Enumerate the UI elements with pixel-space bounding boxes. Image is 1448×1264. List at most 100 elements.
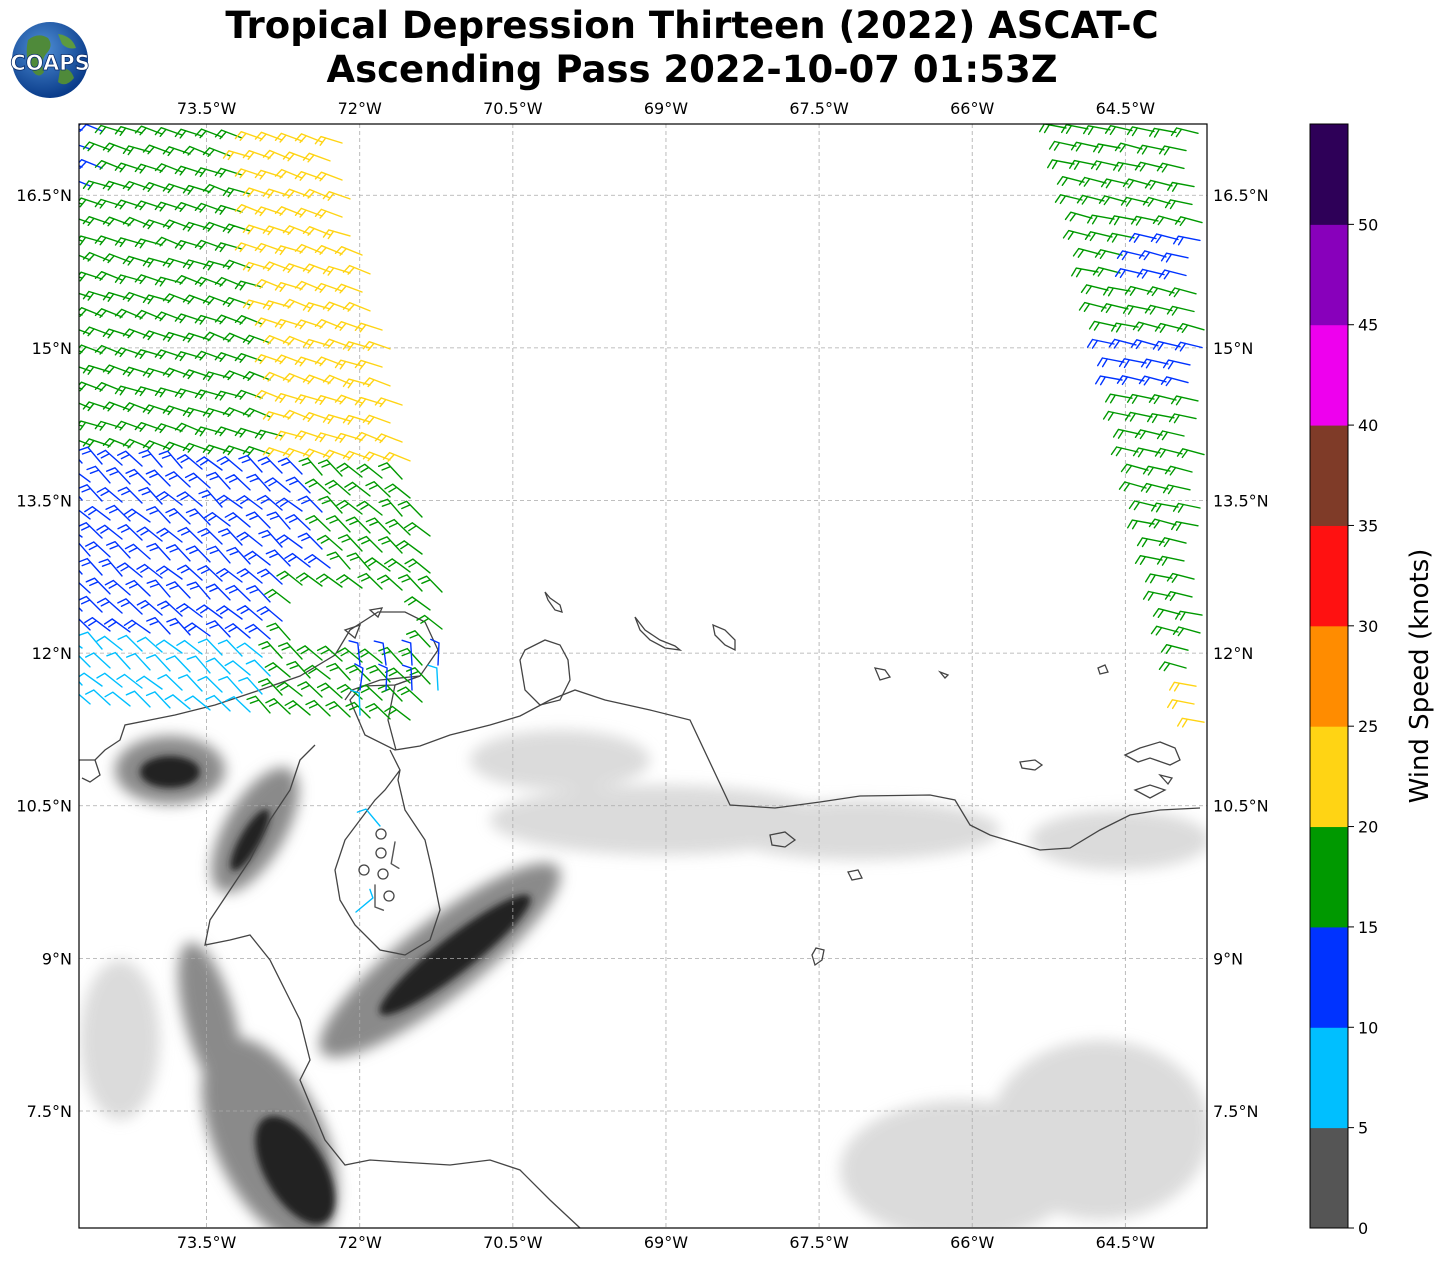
wind-barb-640 bbox=[1158, 661, 1187, 672]
wind-barb-511 bbox=[378, 663, 388, 691]
wind-barb-549 bbox=[1164, 199, 1193, 210]
wind-barb-288 bbox=[336, 462, 363, 478]
wind-barb-351 bbox=[197, 527, 223, 545]
wind-barb-392 bbox=[295, 572, 323, 587]
wind-barb-517 bbox=[390, 841, 400, 869]
wind-barb-580 bbox=[1144, 304, 1173, 315]
wind-barb-567 bbox=[1071, 267, 1099, 278]
wind-barb-595 bbox=[1162, 359, 1191, 370]
wind-barb-263 bbox=[182, 442, 211, 453]
wind-barb-155 bbox=[294, 319, 323, 330]
wind-barb-34 bbox=[194, 167, 223, 178]
lon-tick-bottom-3: 69°W bbox=[644, 1233, 688, 1252]
wind-barb-401 bbox=[104, 579, 131, 596]
wind-barb-372 bbox=[265, 549, 291, 567]
wind-barb-496 bbox=[205, 694, 231, 712]
wind-barb-298 bbox=[206, 471, 231, 490]
wind-barb-369 bbox=[206, 545, 231, 564]
wind-barb-611 bbox=[1110, 446, 1139, 457]
wind-barb-271 bbox=[342, 450, 371, 461]
wind-barb-279 bbox=[158, 450, 183, 469]
wind-barb-225 bbox=[82, 401, 111, 412]
wind-barb-495 bbox=[184, 695, 211, 711]
wind-barb-559 bbox=[1128, 232, 1157, 243]
lat-tick-left-2: 13.5°N bbox=[16, 491, 72, 510]
wind-barb-544 bbox=[1054, 194, 1083, 205]
wind-barb-550 bbox=[1064, 211, 1093, 222]
wind-barb-509 bbox=[430, 638, 440, 666]
wind-barb-122 bbox=[234, 280, 263, 291]
wind-barb-554 bbox=[1152, 215, 1181, 226]
wind-barb-335 bbox=[245, 511, 271, 529]
wind-barb-177 bbox=[94, 344, 123, 355]
wind-barb-193 bbox=[102, 364, 131, 375]
wind-barb-422 bbox=[416, 614, 443, 630]
wind-barb-574 bbox=[1124, 285, 1153, 296]
wind-barb-232 bbox=[222, 407, 251, 417]
wind-barb-434 bbox=[406, 630, 431, 648]
wind-barb-570 bbox=[1136, 268, 1165, 279]
wind-barb-585 bbox=[1154, 322, 1183, 333]
wind-barb-556 bbox=[1062, 229, 1091, 240]
wind-barb-235 bbox=[282, 409, 311, 420]
wind-barb-227 bbox=[122, 402, 151, 413]
wind-barb-66 bbox=[274, 206, 303, 216]
wind-barb-367 bbox=[165, 544, 191, 562]
wind-barb-323 bbox=[356, 500, 383, 516]
wind-barb-353 bbox=[236, 531, 263, 547]
wind-barb-133 bbox=[162, 293, 191, 304]
wind-barb-456 bbox=[126, 653, 151, 671]
wind-barb-19 bbox=[162, 146, 191, 157]
wind-barb-619 bbox=[1140, 482, 1169, 493]
wind-barb-38 bbox=[274, 168, 303, 179]
wind-barb-355 bbox=[275, 534, 303, 549]
wind-barb-377 bbox=[364, 557, 391, 572]
wind-barb-241 bbox=[79, 420, 103, 431]
wind-barb-446 bbox=[278, 642, 303, 660]
colorbar-segment-1 bbox=[1310, 1027, 1348, 1129]
wind-barb-394 bbox=[336, 574, 363, 589]
wind-barb-390 bbox=[257, 568, 283, 585]
wind-barb-256 bbox=[374, 433, 403, 444]
wind-barb-359 bbox=[357, 535, 383, 553]
wind-barb-83 bbox=[79, 239, 83, 242]
wind-barb-532 bbox=[1047, 159, 1075, 170]
wind-barb-521 bbox=[1083, 125, 1111, 136]
wind-barb-8 bbox=[214, 129, 243, 140]
wind-barb-455 bbox=[106, 651, 131, 670]
wind-barb-243 bbox=[114, 420, 143, 431]
wind-barb-413 bbox=[96, 597, 123, 614]
wind-barb-396 bbox=[377, 574, 403, 591]
wind-barb-285 bbox=[277, 457, 303, 475]
wind-barb-143 bbox=[79, 313, 83, 316]
wind-barb-589 bbox=[1130, 339, 1159, 350]
wind-barb-472 bbox=[79, 672, 103, 687]
wind-barb-260 bbox=[122, 438, 151, 449]
wind-barb-445 bbox=[258, 641, 283, 659]
wind-barb-319 bbox=[275, 497, 303, 512]
wind-barb-424 bbox=[84, 617, 111, 632]
wind-barb-618 bbox=[1118, 481, 1147, 492]
wind-barb-343 bbox=[404, 522, 431, 537]
wind-barb-138 bbox=[262, 300, 291, 311]
wind-barb-24 bbox=[262, 149, 291, 160]
wind-barb-125 bbox=[294, 280, 323, 291]
lake-markers bbox=[358, 828, 395, 902]
wind-barb-253 bbox=[314, 432, 343, 443]
wind-barb-26 bbox=[302, 152, 331, 163]
wind-barb-59 bbox=[134, 200, 163, 211]
wind-barb-379 bbox=[404, 558, 431, 574]
wind-barb-522 bbox=[1104, 125, 1133, 136]
wind-barb-324 bbox=[378, 498, 403, 517]
colorbar-tick-7: 35 bbox=[1358, 516, 1378, 535]
wind-barb-135 bbox=[202, 295, 231, 306]
wind-barb-203 bbox=[302, 374, 331, 385]
wind-barb-89 bbox=[174, 240, 203, 250]
colorbar-segment-9 bbox=[1310, 224, 1348, 326]
wind-barb-275 bbox=[79, 446, 103, 465]
wind-barb-315 bbox=[198, 489, 223, 508]
lon-tick-top-5: 66°W bbox=[950, 99, 994, 118]
wind-barb-58 bbox=[114, 199, 143, 210]
wind-barb-344 bbox=[79, 533, 83, 538]
wind-barb-140 bbox=[302, 302, 331, 313]
